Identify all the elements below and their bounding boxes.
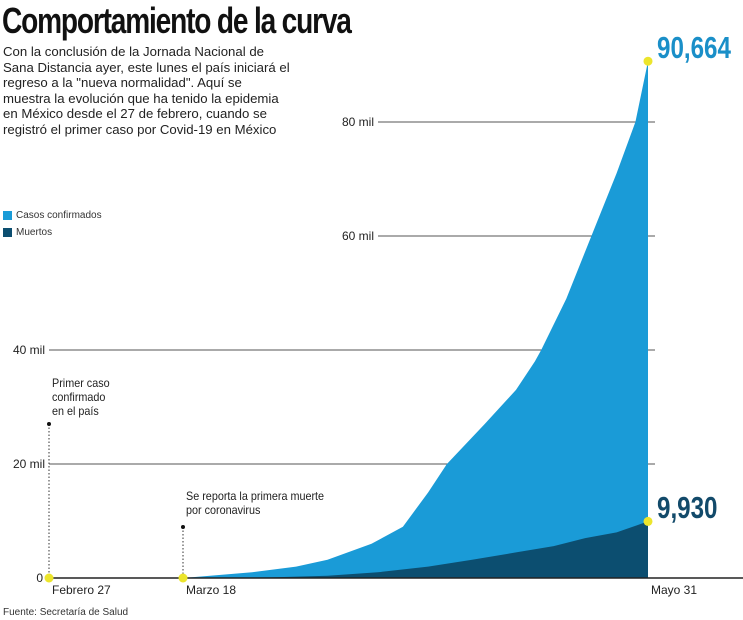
y-tick-label: 20 mil <box>13 457 45 471</box>
annotation-dot <box>181 525 185 529</box>
y-tick-label: 40 mil <box>13 343 45 357</box>
legend-label-deaths: Muertos <box>16 227 53 238</box>
marker-dot <box>178 573 188 583</box>
legend-item-cases: Casos confirmados <box>3 207 102 224</box>
source-note: Fuente: Secretaría de Salud <box>3 607 129 618</box>
annotation-first-case: Primer caso confirmado en el país <box>52 376 110 418</box>
marker-dot <box>643 516 653 526</box>
annotation-first-death: Se reporta la primera muerte por coronav… <box>186 489 325 517</box>
chart-title: Comportamiento de la curva <box>2 0 352 41</box>
cases-area <box>183 61 648 578</box>
x-tick-label: Febrero 27 <box>52 583 111 597</box>
legend-item-deaths: Muertos <box>3 224 102 241</box>
y-tick-label: 80 mil <box>342 115 374 129</box>
marker-dot <box>44 573 54 583</box>
marker-dot <box>643 56 653 66</box>
deaths-end-label: 9,930 <box>657 490 718 525</box>
cases-end-label: 90,664 <box>657 30 731 65</box>
y-tick-label: 60 mil <box>342 229 374 243</box>
legend-swatch-deaths <box>3 228 12 237</box>
x-tick-label: Marzo 18 <box>186 583 236 597</box>
intro-text: Con la conclusión de la Jornada Nacional… <box>3 44 290 137</box>
legend: Casos confirmados Muertos <box>3 207 102 241</box>
y-tick-label: 0 <box>36 571 43 585</box>
legend-swatch-cases <box>3 211 12 220</box>
x-tick-label: Mayo 31 <box>651 583 697 597</box>
annotation-dot <box>47 422 51 426</box>
deaths-area <box>183 521 648 578</box>
legend-label-cases: Casos confirmados <box>16 210 102 221</box>
